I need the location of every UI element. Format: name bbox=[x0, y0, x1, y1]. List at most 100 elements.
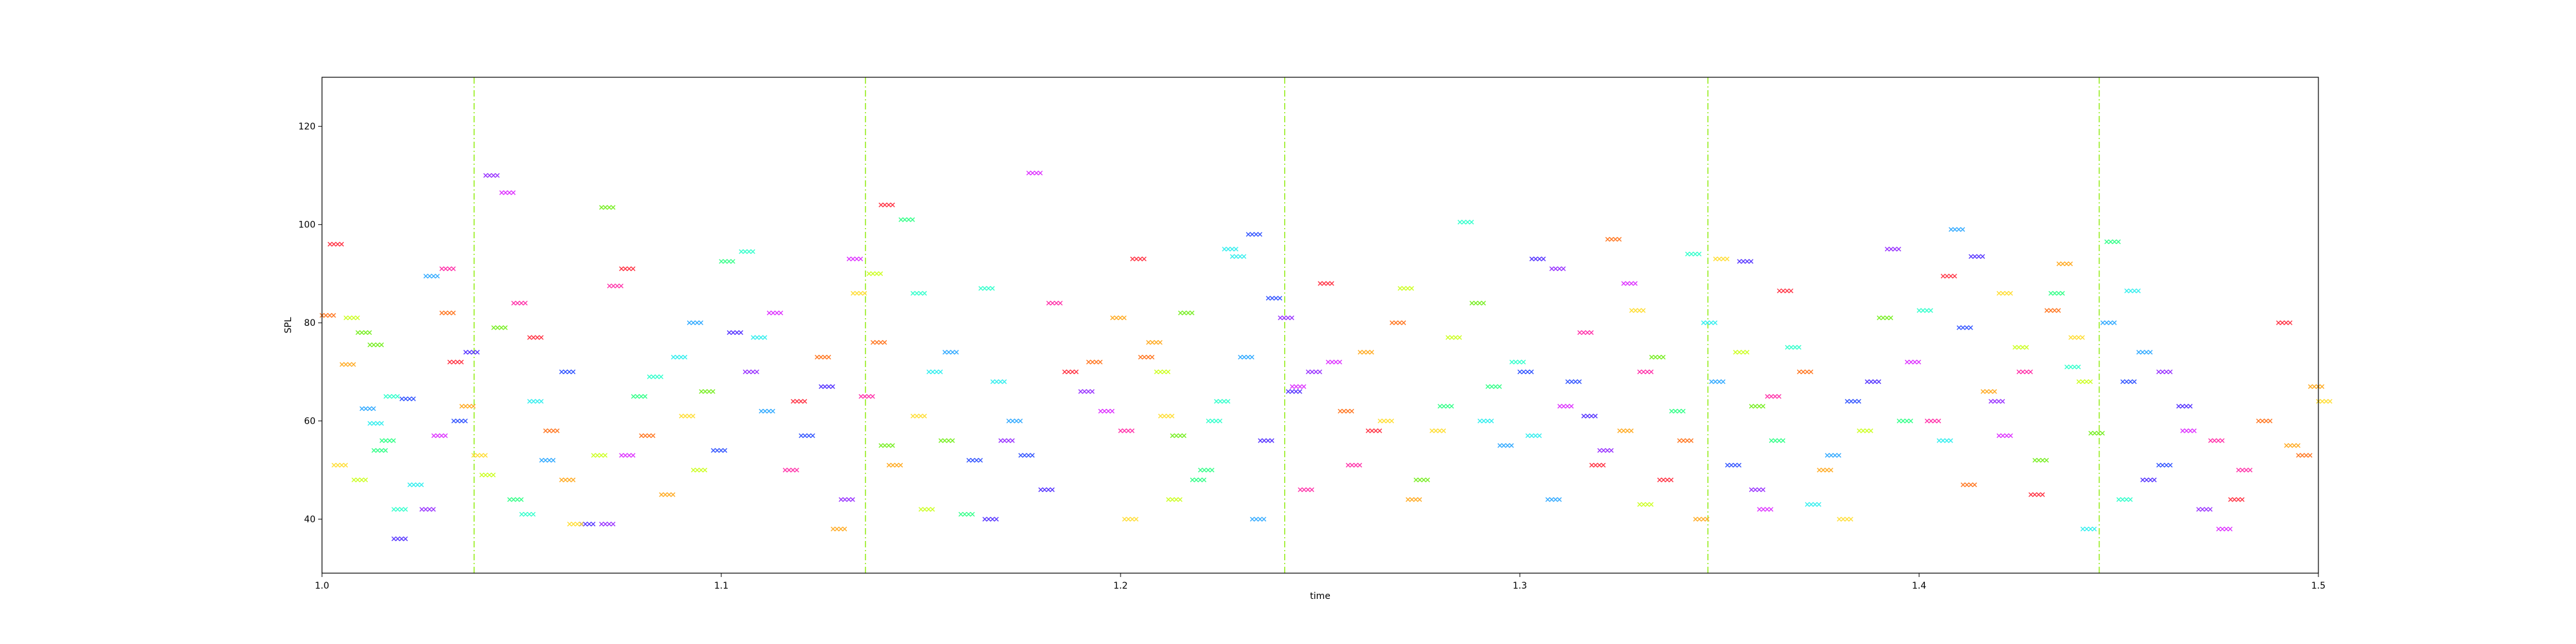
data-point-x-marker bbox=[1189, 477, 1207, 482]
data-point-x-marker bbox=[559, 477, 576, 482]
data-point-x-marker bbox=[1509, 359, 1526, 365]
data-point-x-marker bbox=[1469, 300, 1486, 306]
data-point-x-marker bbox=[926, 369, 943, 375]
data-point-x-marker bbox=[471, 453, 488, 458]
data-point-x-marker bbox=[846, 256, 864, 261]
data-point-x-marker bbox=[1785, 345, 1802, 350]
data-point-x-marker bbox=[1549, 266, 1566, 272]
data-point-x-marker bbox=[639, 433, 656, 439]
y-tick-label: 120 bbox=[298, 122, 316, 132]
data-point-x-marker bbox=[966, 457, 983, 463]
data-point-x-marker bbox=[1325, 359, 1343, 365]
data-point-x-marker bbox=[1956, 325, 1973, 330]
data-point-x-marker bbox=[2016, 369, 2033, 375]
data-point-x-marker bbox=[359, 406, 376, 412]
data-point-x-marker bbox=[1305, 369, 1323, 375]
data-point-x-marker bbox=[750, 335, 768, 340]
data-point-x-marker bbox=[759, 408, 775, 414]
data-point-x-marker bbox=[1765, 393, 1782, 399]
data-point-x-marker bbox=[1429, 428, 1446, 433]
data-point-x-marker bbox=[2236, 468, 2253, 473]
data-point-x-marker bbox=[1597, 448, 1614, 453]
data-point-x-marker bbox=[982, 516, 999, 522]
data-point-x-marker bbox=[1345, 462, 1363, 468]
data-point-x-marker bbox=[1937, 438, 1953, 443]
data-point-x-marker bbox=[1158, 413, 1175, 419]
data-point-x-marker bbox=[1960, 482, 1977, 488]
data-point-x-marker bbox=[1154, 369, 1171, 375]
data-point-x-marker bbox=[998, 438, 1015, 443]
data-point-x-marker bbox=[527, 335, 544, 340]
data-point-x-marker bbox=[1629, 308, 1646, 313]
data-point-x-marker bbox=[690, 468, 708, 473]
data-point-x-marker bbox=[1046, 300, 1063, 306]
data-point-x-marker bbox=[1258, 438, 1274, 443]
data-point-x-marker bbox=[1968, 254, 1985, 259]
vertical-lines bbox=[473, 77, 2100, 573]
data-point-x-marker bbox=[2044, 308, 2061, 313]
data-point-x-marker bbox=[447, 359, 464, 365]
x-tick-label: 1.2 bbox=[1113, 581, 1128, 591]
data-point-x-marker bbox=[1437, 404, 1454, 409]
plot-frame bbox=[321, 77, 2319, 574]
x-axis-label: time bbox=[1310, 591, 1331, 601]
data-point-x-marker bbox=[2228, 497, 2245, 502]
data-point-x-marker bbox=[1378, 418, 1394, 424]
data-point-x-marker bbox=[1701, 320, 1718, 325]
data-point-x-marker bbox=[1365, 428, 1383, 433]
data-point-x-marker bbox=[1565, 379, 1582, 384]
data-point-x-marker bbox=[1617, 428, 1634, 433]
data-point-x-marker bbox=[1110, 315, 1127, 321]
data-point-x-marker bbox=[2208, 438, 2225, 443]
data-point-x-marker bbox=[1485, 384, 1502, 389]
data-point-x-marker bbox=[439, 266, 456, 272]
data-point-x-marker bbox=[2080, 526, 2097, 532]
data-point-x-marker bbox=[1605, 236, 1622, 242]
data-point-x-marker bbox=[2028, 492, 2045, 497]
data-point-x-marker bbox=[419, 507, 436, 512]
data-point-x-marker bbox=[527, 399, 544, 404]
data-point-x-marker bbox=[1897, 418, 1913, 424]
data-point-x-marker bbox=[463, 350, 480, 355]
data-point-x-marker bbox=[1238, 354, 1255, 360]
data-point-x-marker bbox=[459, 404, 476, 409]
data-point-x-marker bbox=[878, 443, 895, 448]
data-point-x-marker bbox=[1768, 438, 1786, 443]
data-point-x-marker bbox=[850, 290, 867, 296]
data-point-x-marker bbox=[710, 448, 728, 453]
y-tick-label: 100 bbox=[298, 220, 316, 231]
data-point-x-marker bbox=[567, 522, 584, 527]
data-point-x-marker bbox=[2012, 345, 2029, 350]
data-point-x-marker bbox=[343, 315, 360, 321]
data-point-x-marker bbox=[2136, 350, 2153, 355]
data-point-x-marker bbox=[1298, 487, 1314, 493]
y-tick-label: 80 bbox=[304, 318, 316, 328]
data-point-x-marker bbox=[539, 457, 556, 463]
data-point-x-marker bbox=[2180, 428, 2197, 433]
data-point-x-marker bbox=[1677, 438, 1694, 443]
data-point-x-marker bbox=[407, 482, 424, 488]
data-point-x-marker bbox=[878, 202, 895, 207]
data-point-x-marker bbox=[1748, 487, 1766, 493]
data-point-x-marker bbox=[1249, 516, 1267, 522]
data-point-x-marker bbox=[607, 283, 624, 289]
data-point-x-marker bbox=[1265, 296, 1283, 301]
data-point-x-marker bbox=[591, 453, 608, 458]
y-axis-label: SPL bbox=[283, 317, 294, 333]
data-point-x-marker bbox=[2196, 507, 2213, 512]
data-point-x-marker bbox=[1214, 399, 1231, 404]
data-point-x-marker bbox=[1904, 359, 1922, 365]
data-point-x-marker bbox=[1837, 516, 1853, 522]
data-point-x-marker bbox=[1497, 443, 1514, 448]
data-point-x-marker bbox=[1844, 399, 1862, 404]
data-point-x-marker bbox=[1577, 330, 1594, 336]
data-point-x-marker bbox=[1693, 516, 1710, 522]
data-point-x-marker bbox=[399, 396, 416, 402]
data-point-x-marker bbox=[1797, 369, 1814, 375]
data-point-x-marker bbox=[1318, 281, 1334, 286]
data-point-x-marker bbox=[1122, 516, 1139, 522]
data-point-x-marker bbox=[519, 511, 536, 517]
data-point-x-marker bbox=[599, 205, 616, 210]
data-point-x-marker bbox=[1006, 418, 1023, 424]
data-point-x-marker bbox=[391, 536, 408, 542]
